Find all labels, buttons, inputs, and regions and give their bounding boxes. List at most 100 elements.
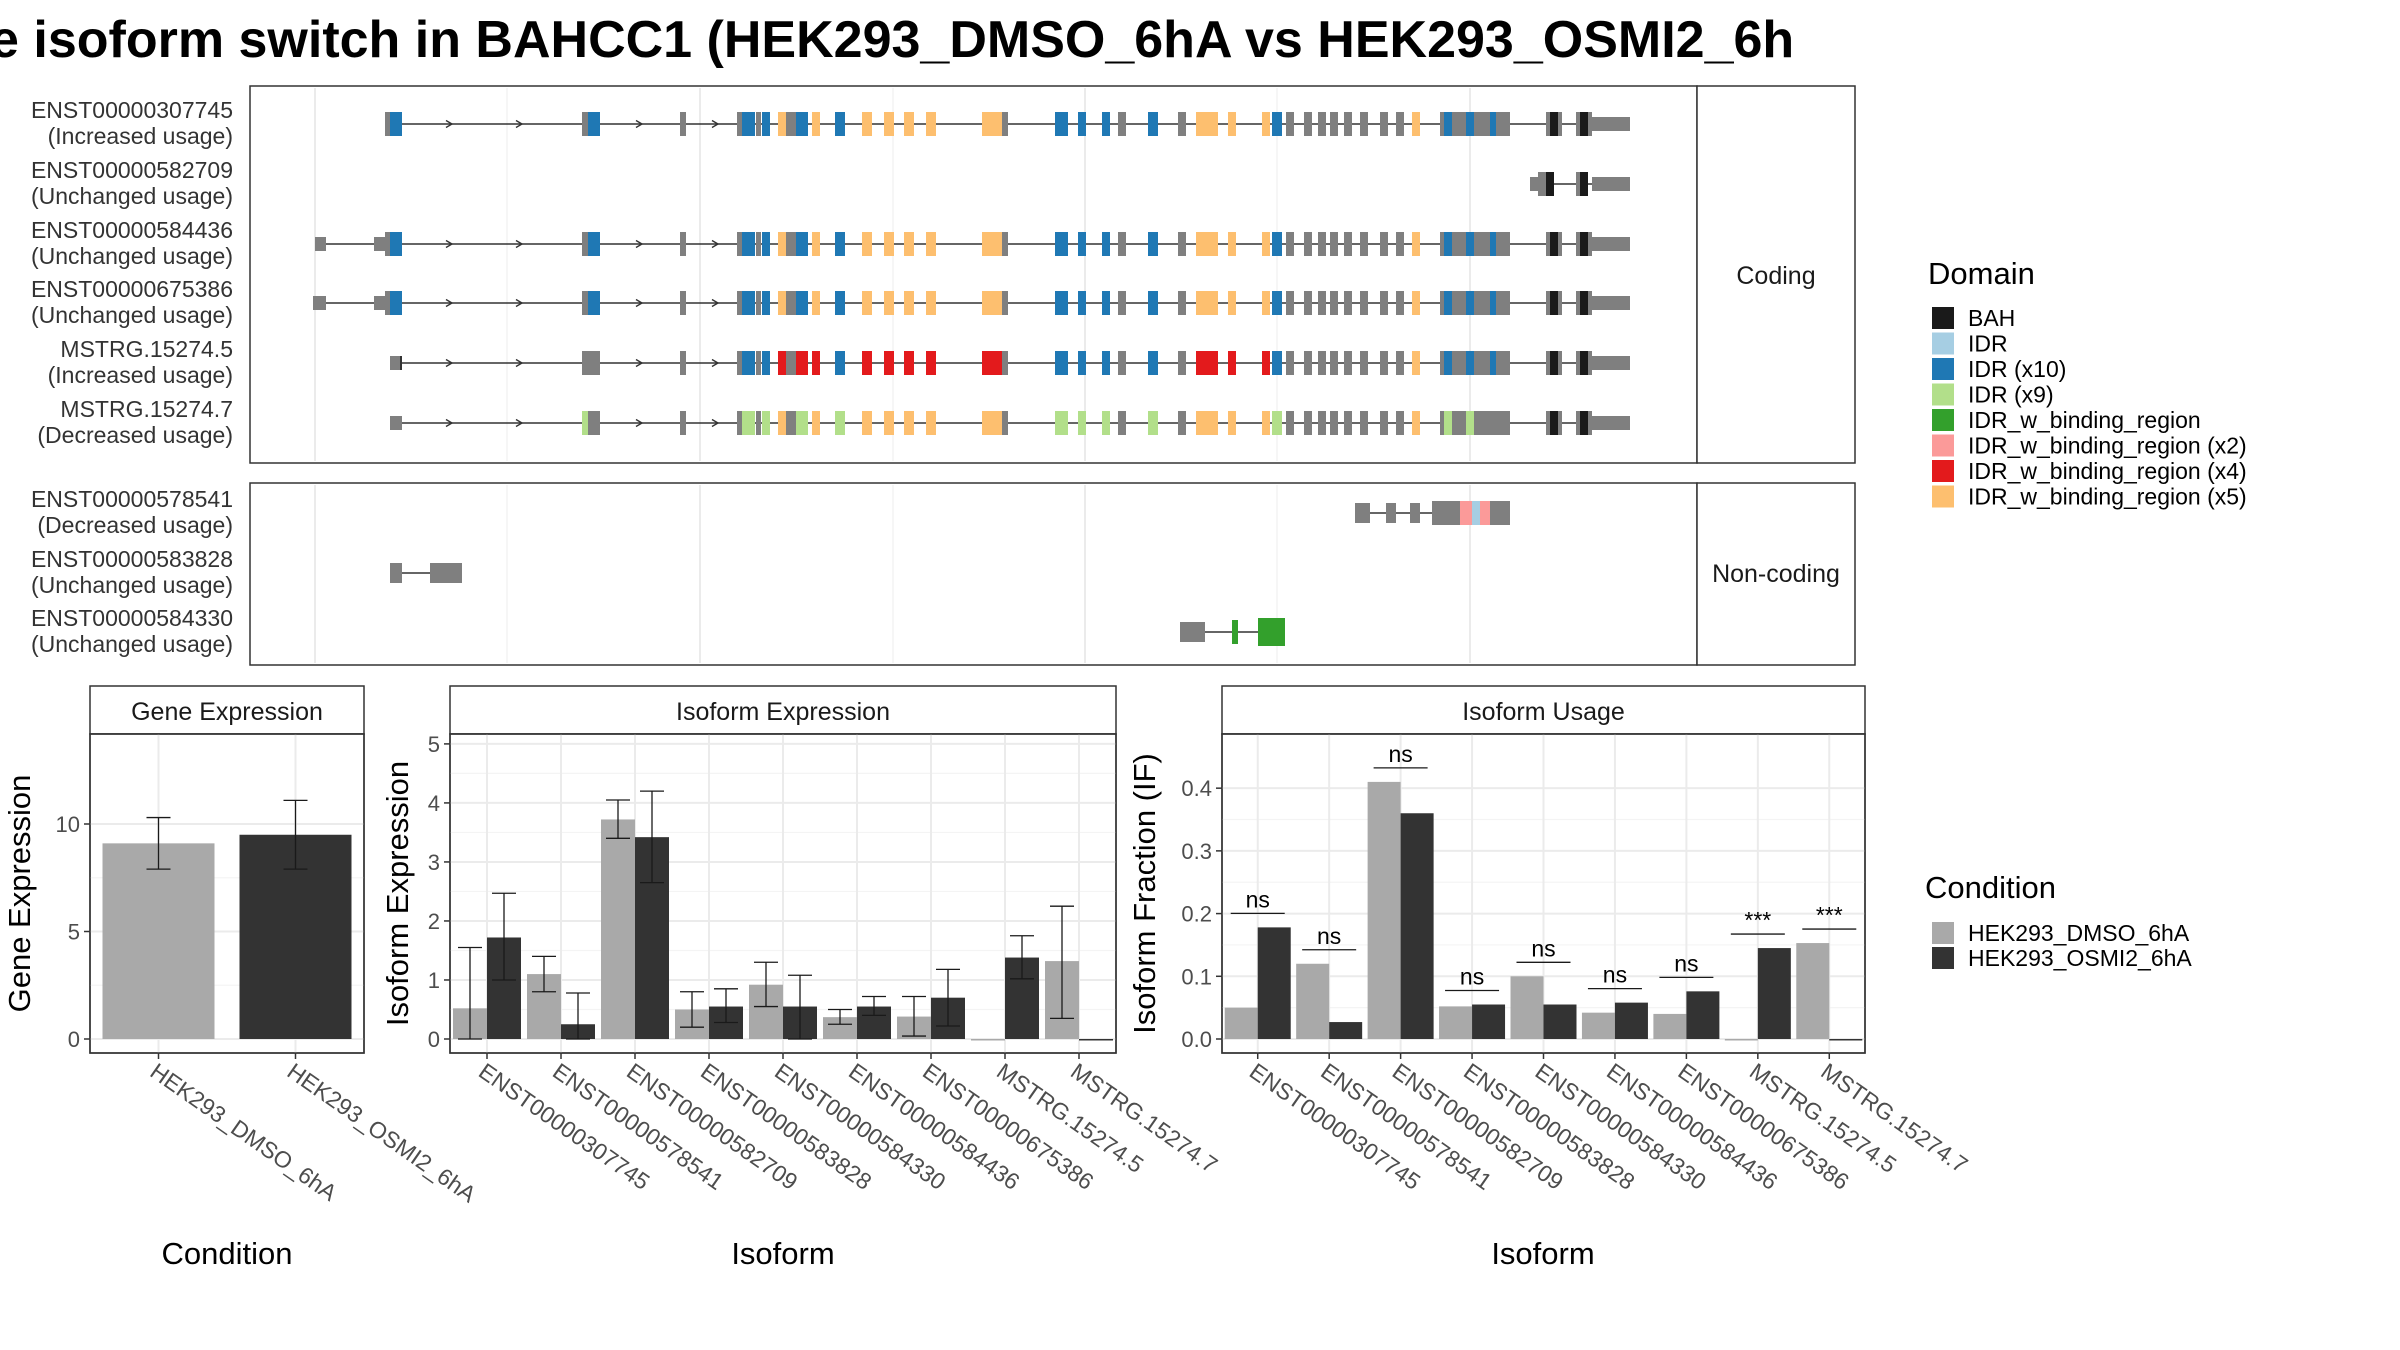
exon [1055,291,1068,315]
bar [1724,1039,1758,1041]
exon [1412,232,1420,256]
exon [1318,351,1326,375]
strand-arrow [711,418,720,428]
exon [1286,411,1294,435]
exon [1550,411,1558,435]
exon [884,232,894,256]
exon [926,232,936,256]
exon [1412,411,1420,435]
exon [1178,291,1186,315]
exon [835,351,845,375]
transcript-usage-label: (Unchanged usage) [31,243,233,269]
exon [1444,232,1452,256]
exon [1380,291,1388,315]
exon [315,237,326,251]
exon [1558,112,1562,136]
exon [1444,291,1452,315]
exon [904,291,914,315]
exon [1490,232,1496,256]
transcript-usage-label: (Decreased usage) [37,512,233,538]
exon [796,351,808,375]
exon [737,291,742,315]
significance-label: ns [1388,741,1412,767]
transcript-id-label: ENST00000583828 [31,546,233,572]
exon [1232,620,1238,644]
bar [1439,1006,1473,1039]
exon [1530,177,1538,191]
exon [1546,351,1550,375]
y-tick-label: 3 [428,850,440,875]
y-tick-label: 0.0 [1181,1027,1212,1052]
domain-legend-swatch [1932,485,1954,508]
exon [1360,112,1368,136]
facet-strip [89,685,365,735]
exon [1272,112,1282,136]
y-axis-title: Isoform Expression [380,761,415,1026]
exon [1078,351,1086,375]
significance-label: ns [1603,962,1627,988]
exon [390,416,402,430]
exon [1580,112,1588,136]
strand-arrow [711,119,720,129]
exon [1228,291,1236,315]
exon [1592,296,1630,310]
transcript-id-label: MSTRG.15274.7 [60,396,233,422]
exon [1318,232,1326,256]
domain-legend-title: Domain [1928,256,2035,291]
exon [1078,291,1086,315]
domain-legend-swatch [1932,434,1954,457]
exon [1550,232,1558,256]
exon [1496,411,1510,435]
exon [1580,351,1588,375]
exon [680,411,686,435]
exon [1344,291,1352,315]
exon [1228,232,1236,256]
exon [1466,232,1474,256]
exon [1148,291,1158,315]
exon [1262,291,1270,315]
strand-arrow [515,239,524,249]
bar [1757,948,1791,1039]
y-axis-title: Gene Expression [2,775,37,1013]
bar [1400,813,1434,1039]
exon [1002,232,1008,256]
strand-arrow [445,298,454,308]
exon [1396,411,1404,435]
transcript-usage-label: (Increased usage) [48,362,233,388]
exon [1102,411,1110,435]
coding-strip [1696,85,1856,464]
exon [1474,411,1490,435]
exon [926,291,936,315]
exon [1360,291,1368,315]
exon [756,232,761,256]
strand-arrow [445,358,454,368]
significance-label: *** [1816,902,1843,928]
exon [926,351,936,375]
exon [1588,291,1592,315]
exon [1380,112,1388,136]
exon [1078,232,1086,256]
exon [884,411,894,435]
strand-arrow [635,358,644,368]
exon [786,232,796,256]
domain-legend-swatch [1932,383,1954,406]
exon [1286,291,1294,315]
exon [862,411,872,435]
y-tick-label: 0 [68,1027,80,1052]
exon [1180,622,1205,642]
exon [737,351,742,375]
exon [904,411,914,435]
exon [374,296,385,310]
exon [1452,112,1466,136]
y-tick-label: 0.4 [1181,776,1212,801]
y-tick-label: 0.3 [1181,839,1212,864]
exon [1396,112,1404,136]
exon [680,232,686,256]
exon [1228,351,1236,375]
exon [1480,501,1490,525]
exon [1360,411,1368,435]
bar [823,1017,857,1039]
condition-legend-title: Condition [1925,870,2056,905]
exon [1490,351,1496,375]
